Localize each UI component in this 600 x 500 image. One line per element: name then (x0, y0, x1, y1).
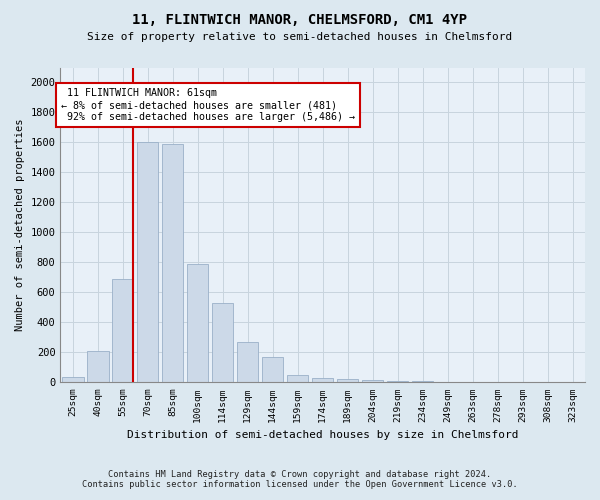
Bar (337, 380, 358, 382)
Bar (162, 144, 184, 382)
Bar (262, 357, 283, 382)
Text: Contains HM Land Registry data © Crown copyright and database right 2024.
Contai: Contains HM Land Registry data © Crown c… (82, 470, 518, 489)
Bar (62, 377, 83, 382)
Bar (412, 381, 433, 382)
Bar (137, 142, 158, 382)
Bar (87, 351, 109, 382)
Bar (187, 264, 208, 382)
Bar (362, 380, 383, 382)
Text: Size of property relative to semi-detached houses in Chelmsford: Size of property relative to semi-detach… (88, 32, 512, 42)
Bar (312, 378, 334, 382)
Bar (112, 279, 133, 382)
Bar (287, 375, 308, 382)
Text: 11 FLINTWICH MANOR: 61sqm
← 8% of semi-detached houses are smaller (481)
 92% of: 11 FLINTWICH MANOR: 61sqm ← 8% of semi-d… (61, 88, 355, 122)
Bar (212, 303, 233, 382)
Bar (237, 342, 259, 382)
X-axis label: Distribution of semi-detached houses by size in Chelmsford: Distribution of semi-detached houses by … (127, 430, 518, 440)
Text: 11, FLINTWICH MANOR, CHELMSFORD, CM1 4YP: 11, FLINTWICH MANOR, CHELMSFORD, CM1 4YP (133, 12, 467, 26)
Bar (387, 380, 408, 382)
Y-axis label: Number of semi-detached properties: Number of semi-detached properties (15, 118, 25, 331)
